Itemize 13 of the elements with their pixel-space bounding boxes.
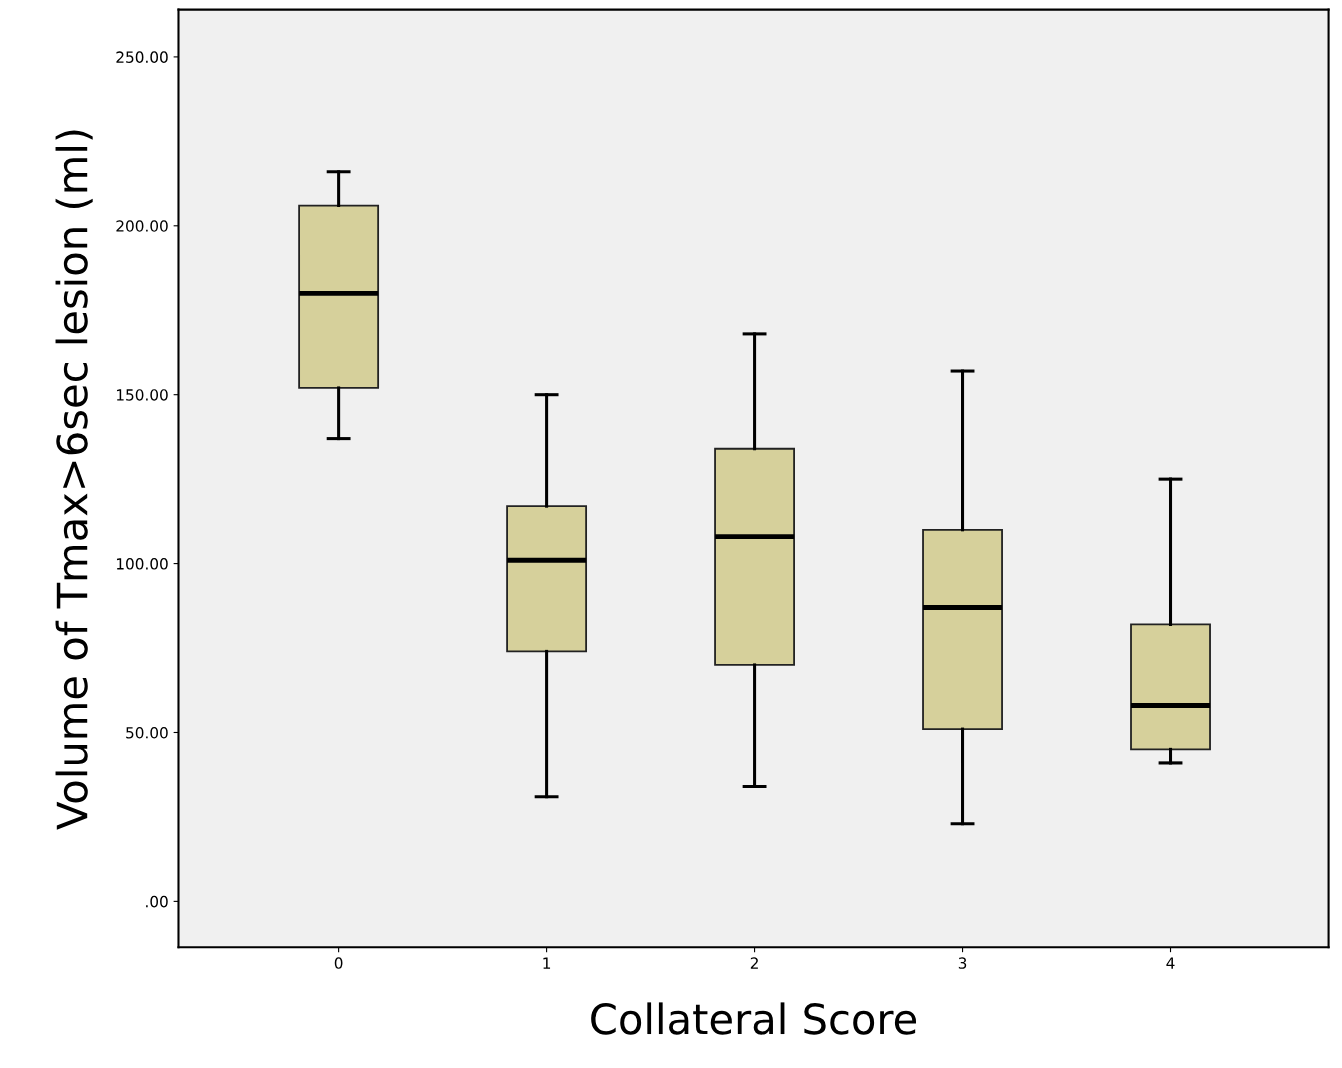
x-tick-label: 3 xyxy=(958,957,967,969)
y-tick-label: 250.00 xyxy=(116,51,168,63)
y-tick-label: 200.00 xyxy=(116,220,168,232)
x-tick-label: 0 xyxy=(334,957,343,969)
x-tick-label: 1 xyxy=(543,957,551,969)
y-tick-label: 100.00 xyxy=(116,558,168,570)
y-axis-title: Volume of Tmax>6sec lesion (ml) xyxy=(55,130,93,830)
x-tick-label: 2 xyxy=(750,957,758,969)
x-axis-title: Collateral Score xyxy=(591,1002,917,1035)
x-tick-label: 4 xyxy=(1166,957,1175,969)
y-tick-label: 50.00 xyxy=(126,726,168,739)
y-tick-label: 150.00 xyxy=(116,389,168,401)
y-tick-label: .00 xyxy=(146,895,168,908)
